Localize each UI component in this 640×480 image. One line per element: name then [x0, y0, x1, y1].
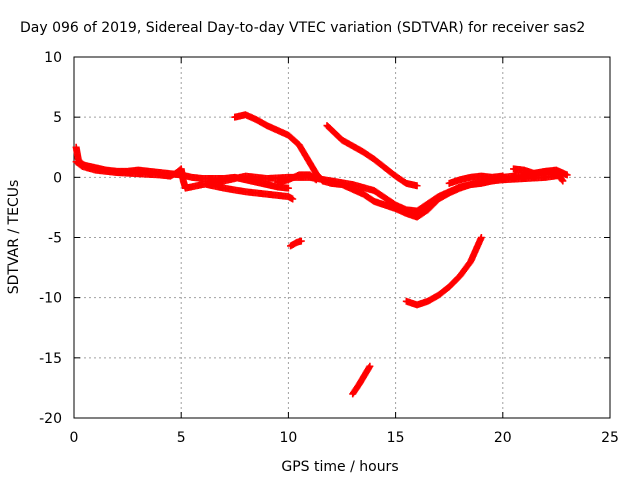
x-tick-label: 0 [70, 430, 79, 446]
x-tick-label: 25 [601, 430, 619, 446]
x-axis-tick-labels: 0 5 10 15 20 25 [70, 430, 619, 446]
x-tick-label: 15 [387, 430, 405, 446]
y-axis-label: SDTVAR / TECUs [6, 180, 22, 295]
data-point [477, 234, 485, 241]
data-points [72, 111, 571, 398]
data-series-track-b [72, 158, 567, 215]
data-series-track-j [510, 165, 567, 185]
y-tick-label: -15 [39, 351, 62, 367]
data-series-track-f [323, 122, 421, 190]
data-series-track-k [445, 172, 507, 187]
data-point [297, 237, 305, 245]
data-point [499, 172, 507, 180]
data-series-track-i [349, 362, 374, 398]
grid [74, 57, 610, 418]
x-tick-label: 5 [177, 430, 186, 446]
chart-title: Day 096 of 2019, Sidereal Day-to-day VTE… [20, 20, 585, 36]
data-series-track-e [274, 171, 320, 186]
x-tick-label: 20 [494, 430, 512, 446]
data-point [563, 171, 571, 179]
data-series-track-d [231, 111, 571, 221]
x-tick-label: 10 [279, 430, 297, 446]
data-series-track-c [203, 181, 297, 203]
data-point [558, 176, 566, 184]
data-point [312, 176, 320, 184]
y-tick-label: 5 [53, 110, 62, 126]
x-axis-label: GPS time / hours [281, 459, 398, 475]
y-tick-label: 0 [53, 170, 62, 186]
y-tick-label: 10 [44, 50, 62, 66]
data-point [284, 184, 292, 192]
data-series-track-g [287, 237, 305, 250]
y-tick-label: -20 [39, 411, 62, 427]
data-point [311, 175, 319, 183]
axis-ticks [73, 56, 611, 419]
y-tick-label: -5 [48, 231, 62, 247]
data-point [366, 362, 374, 370]
y-axis-tick-labels: -20 -15 -10 -5 0 5 10 [39, 50, 62, 427]
y-tick-label: -10 [39, 291, 62, 307]
data-point [559, 177, 567, 185]
data-series-track-h [402, 234, 485, 309]
data-point [413, 182, 421, 190]
data-point [289, 195, 297, 203]
